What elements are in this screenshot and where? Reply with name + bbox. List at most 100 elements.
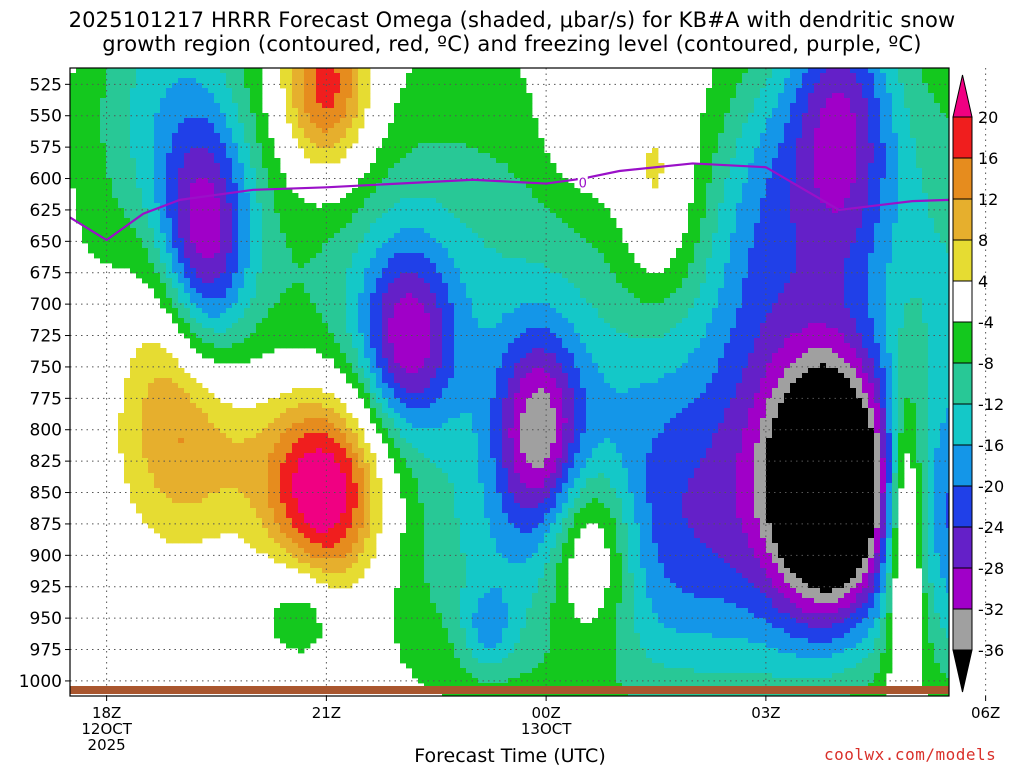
omega-cell <box>238 168 245 174</box>
omega-cell <box>412 118 419 124</box>
omega-cell <box>310 618 317 624</box>
omega-cell <box>208 158 215 164</box>
omega-cell <box>424 393 431 399</box>
omega-cell <box>388 183 395 189</box>
omega-cell <box>340 268 347 274</box>
omega-cell <box>76 128 83 134</box>
omega-cell <box>160 378 167 384</box>
omega-cell <box>364 98 371 104</box>
omega-cell <box>370 223 377 229</box>
omega-cell <box>94 168 101 174</box>
omega-cell <box>412 533 419 539</box>
omega-cell <box>292 263 299 269</box>
omega-cell <box>406 633 413 639</box>
omega-cell <box>436 408 443 414</box>
omega-cell <box>154 153 161 159</box>
omega-cell <box>148 413 155 419</box>
omega-cell <box>196 443 203 449</box>
omega-cell <box>436 83 443 89</box>
omega-cell <box>346 343 353 349</box>
omega-cell <box>178 483 185 489</box>
omega-cell <box>412 458 419 464</box>
omega-cell <box>94 238 101 244</box>
omega-cell <box>220 168 227 174</box>
omega-cell <box>358 303 365 309</box>
omega-cell <box>370 343 377 349</box>
omega-cell <box>406 78 413 84</box>
omega-cell <box>406 228 413 234</box>
omega-cell <box>190 273 197 279</box>
omega-cell <box>274 423 281 429</box>
omega-cell <box>142 478 149 484</box>
omega-cell <box>430 438 437 444</box>
omega-cell <box>190 183 197 189</box>
omega-cell <box>280 283 287 289</box>
omega-cell <box>262 303 269 309</box>
omega-cell <box>400 308 407 314</box>
omega-cell <box>214 98 221 104</box>
omega-cell <box>154 123 161 129</box>
omega-cell <box>370 233 377 239</box>
omega-cell <box>196 388 203 394</box>
omega-cell <box>142 193 149 199</box>
omega-cell <box>328 303 335 309</box>
omega-cell <box>424 288 431 294</box>
omega-cell <box>352 563 359 569</box>
omega-cell <box>388 448 395 454</box>
omega-cell <box>280 623 287 629</box>
omega-cell <box>400 263 407 269</box>
omega-cell <box>412 593 419 599</box>
omega-cell <box>214 308 221 314</box>
omega-cell <box>430 148 437 154</box>
omega-cell <box>154 383 161 389</box>
omega-cell <box>250 283 257 289</box>
omega-cell <box>232 243 239 249</box>
omega-cell <box>352 83 359 89</box>
omega-cell <box>118 263 125 269</box>
omega-cell <box>196 303 203 309</box>
omega-cell <box>148 448 155 454</box>
omega-cell <box>202 98 209 104</box>
omega-cell <box>262 343 269 349</box>
omega-cell <box>130 418 137 424</box>
omega-cell <box>406 168 413 174</box>
omega-cell <box>322 213 329 219</box>
omega-cell <box>178 153 185 159</box>
omega-cell <box>262 138 269 144</box>
omega-cell <box>232 173 239 179</box>
omega-cell <box>190 163 197 169</box>
omega-cell <box>340 273 347 279</box>
omega-cell <box>226 498 233 504</box>
omega-cell <box>346 283 353 289</box>
omega-cell <box>232 153 239 159</box>
omega-cell <box>214 293 221 299</box>
omega-cell <box>304 638 311 644</box>
omega-cell <box>214 288 221 294</box>
omega-cell <box>256 463 263 469</box>
omega-cell <box>82 188 89 194</box>
omega-cell <box>412 203 419 209</box>
omega-cell <box>142 203 149 209</box>
omega-cell <box>346 133 353 139</box>
omega-cell <box>358 298 365 304</box>
omega-cell <box>286 548 293 554</box>
omega-cell <box>130 193 137 199</box>
omega-cell <box>142 153 149 159</box>
omega-cell <box>154 428 161 434</box>
omega-cell <box>130 208 137 214</box>
omega-cell <box>382 358 389 364</box>
omega-cell <box>262 313 269 319</box>
omega-cell <box>190 108 197 114</box>
omega-cell <box>124 173 131 179</box>
omega-cell <box>382 288 389 294</box>
omega-cell <box>262 128 269 134</box>
omega-cell <box>76 113 83 119</box>
omega-cell <box>190 268 197 274</box>
omega-cell <box>400 563 407 569</box>
omega-cell <box>244 173 251 179</box>
omega-cell <box>274 428 281 434</box>
omega-cell <box>358 363 365 369</box>
omega-cell <box>202 453 209 459</box>
omega-cell <box>118 113 125 119</box>
omega-cell <box>274 478 281 484</box>
